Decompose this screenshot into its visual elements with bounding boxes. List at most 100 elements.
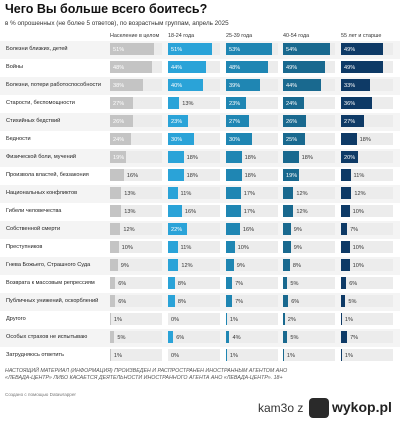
bar-track: 44% xyxy=(168,61,220,73)
table-row: Собственной смерти 12% 22% 16% 9% 7% xyxy=(0,221,400,239)
bar xyxy=(168,79,203,91)
value-label: 6% xyxy=(176,334,185,341)
bar-track: 1% xyxy=(226,313,278,325)
bar-track: 38% xyxy=(110,79,162,91)
bar xyxy=(283,43,330,55)
bar-track: 19% xyxy=(283,169,335,181)
value-label: 49% xyxy=(286,64,298,71)
value-label: 18% xyxy=(359,136,371,143)
value-label: 2% xyxy=(287,316,296,323)
bar xyxy=(226,349,227,361)
bar-track: 17% xyxy=(226,187,278,199)
bar-track: 27% xyxy=(110,97,162,109)
bar xyxy=(168,223,188,235)
value-label: 17% xyxy=(243,208,255,215)
value-label: 9% xyxy=(120,262,129,269)
bar-track: 39% xyxy=(226,79,278,91)
bar-track: 12% xyxy=(341,187,393,199)
value-label: 6% xyxy=(349,280,358,287)
bar xyxy=(341,115,365,127)
value-label: 10% xyxy=(352,208,364,215)
bar xyxy=(110,205,122,217)
bar-track: 36% xyxy=(341,97,393,109)
bar xyxy=(110,259,118,271)
bar-track: 22% xyxy=(168,223,220,235)
bar xyxy=(226,115,250,127)
bar-track: 26% xyxy=(110,115,162,127)
value-label: 8% xyxy=(177,298,187,305)
row-label: Особых страхов не испытываю xyxy=(6,334,88,340)
table-row: Физической боли, мучений 19% 18% 18% 18% 20% xyxy=(0,149,400,167)
bar-track: 1% xyxy=(283,349,335,361)
bar-track: 18% xyxy=(168,151,220,163)
bar-track: 9% xyxy=(226,259,278,271)
bar-track: 23% xyxy=(168,115,220,127)
bar-track: 13% xyxy=(168,97,220,109)
bar xyxy=(168,205,182,217)
table-row: Другого 1% 0% 1% 2% 1% xyxy=(0,311,400,329)
value-label: 12% xyxy=(354,190,366,197)
value-label: 8% xyxy=(292,262,302,269)
bar xyxy=(283,349,284,361)
value-label: 27% xyxy=(113,100,125,107)
bar-track: 11% xyxy=(341,169,393,181)
bar xyxy=(110,43,155,55)
bar-track: 48% xyxy=(110,61,162,73)
bar-track: 7% xyxy=(226,277,278,289)
bar xyxy=(168,151,184,163)
value-label: 6% xyxy=(118,280,127,287)
bar-track: 24% xyxy=(283,97,335,109)
value-label: 8% xyxy=(177,280,187,287)
row-label: Бедности xyxy=(6,136,31,142)
value-label: 5% xyxy=(290,280,299,287)
bar xyxy=(168,115,188,127)
bar-track: 27% xyxy=(226,115,278,127)
bar xyxy=(110,241,119,253)
row-label: Возврата к массовым репрессиям xyxy=(6,280,95,286)
bar xyxy=(283,259,290,271)
value-label: 9% xyxy=(236,262,245,269)
bar-track: 10% xyxy=(341,205,393,217)
bar xyxy=(110,223,121,235)
value-label: 36% xyxy=(344,100,356,107)
bar xyxy=(283,223,291,235)
value-label: 9% xyxy=(293,244,302,251)
bar-track: 10% xyxy=(341,259,393,271)
table-row: Затрудняюсь ответить 1% 0% 1% 1% 1% xyxy=(0,347,400,365)
bar xyxy=(110,331,115,343)
bar-track: 9% xyxy=(110,259,162,271)
value-label: 54% xyxy=(286,46,298,53)
bar xyxy=(226,187,241,199)
bar xyxy=(226,169,242,181)
bar-track: 25% xyxy=(283,133,335,145)
bar xyxy=(283,133,305,145)
value-label: 10% xyxy=(352,262,364,269)
watermark-separator: z xyxy=(297,401,304,415)
table-row: Преступников 10% 11% 10% 9% 10% xyxy=(0,239,400,257)
value-label: 22% xyxy=(171,226,183,233)
bar-track: 7% xyxy=(341,331,393,343)
bar xyxy=(110,133,131,145)
row-label: Собственной смерти xyxy=(6,226,61,232)
bar xyxy=(341,79,370,91)
bar-track: 23% xyxy=(226,97,278,109)
bar-track: 49% xyxy=(341,61,393,73)
bar xyxy=(110,313,111,325)
value-label: 18% xyxy=(186,154,198,161)
bar xyxy=(283,169,300,181)
row-label: Произвола властей, беззакония xyxy=(6,172,89,178)
bar-track: 0% xyxy=(168,313,220,325)
value-label: 49% xyxy=(344,46,356,53)
table-row: Гибели человечества 13% 16% 17% 12% 10% xyxy=(0,203,400,221)
bar xyxy=(341,259,350,271)
value-label: 38% xyxy=(113,82,125,89)
bar xyxy=(110,79,143,91)
bar xyxy=(341,133,357,145)
bar xyxy=(226,61,268,73)
value-label: 51% xyxy=(113,46,125,53)
bar-track: 5% xyxy=(283,331,335,343)
bar xyxy=(283,295,289,307)
bar-track: 1% xyxy=(341,349,393,361)
bar xyxy=(168,97,180,109)
bar-track: 12% xyxy=(110,223,162,235)
